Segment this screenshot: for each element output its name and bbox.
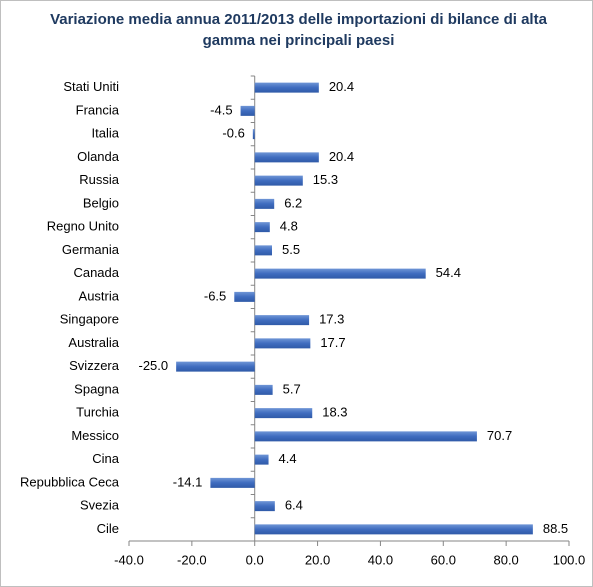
y-tick-label: Canada bbox=[73, 265, 119, 280]
data-label: 15.3 bbox=[313, 172, 338, 187]
data-label: -0.6 bbox=[222, 126, 244, 141]
y-tick-label: Singapore bbox=[60, 312, 119, 327]
bar bbox=[254, 198, 275, 209]
bar bbox=[254, 152, 319, 163]
data-label: 5.5 bbox=[282, 242, 300, 257]
bar bbox=[254, 245, 272, 256]
chart-title: Variazione media annua 2011/2013 delle i… bbox=[50, 11, 547, 49]
y-tick-label: Francia bbox=[76, 102, 120, 117]
data-label: -4.5 bbox=[210, 102, 232, 117]
bar bbox=[254, 431, 477, 442]
bar bbox=[254, 501, 275, 512]
data-label: 17.7 bbox=[320, 335, 345, 350]
data-label: 88.5 bbox=[543, 521, 568, 536]
y-tick-label: Germania bbox=[62, 242, 120, 257]
data-label: 4.8 bbox=[280, 219, 298, 234]
data-label: 20.4 bbox=[329, 149, 354, 164]
data-label: -14.1 bbox=[173, 474, 203, 489]
data-label: 6.4 bbox=[285, 498, 303, 513]
bar bbox=[254, 315, 310, 326]
y-tick-label: Australia bbox=[68, 335, 119, 350]
bar bbox=[254, 454, 269, 465]
x-tick-label: 40.0 bbox=[368, 552, 393, 567]
x-tick-label: -40.0 bbox=[114, 552, 144, 567]
data-label: -6.5 bbox=[204, 288, 226, 303]
y-tick-label: Olanda bbox=[77, 149, 120, 164]
data-label: 18.3 bbox=[322, 405, 347, 420]
y-tick-label: Regno Unito bbox=[47, 219, 119, 234]
bar bbox=[176, 361, 255, 372]
data-label: 70.7 bbox=[487, 428, 512, 443]
x-tick-label: 80.0 bbox=[493, 552, 518, 567]
bar bbox=[252, 129, 255, 140]
y-tick-label: Messico bbox=[71, 428, 119, 443]
x-tick-label: 60.0 bbox=[431, 552, 456, 567]
x-tick-label: 100.0 bbox=[553, 552, 586, 567]
y-tick-label: Svizzera bbox=[69, 358, 120, 373]
bar bbox=[254, 268, 426, 279]
bar bbox=[254, 408, 313, 419]
y-tick-label: Turchia bbox=[76, 405, 120, 420]
y-tick-label: Russia bbox=[79, 172, 120, 187]
bar bbox=[234, 291, 255, 302]
y-tick-label: Austria bbox=[79, 288, 120, 303]
bar bbox=[254, 338, 311, 349]
y-tick-label: Cile bbox=[97, 521, 119, 536]
data-label: 54.4 bbox=[436, 265, 461, 280]
data-label: 17.3 bbox=[319, 312, 344, 327]
data-label: 5.7 bbox=[283, 381, 301, 396]
y-tick-label: Cina bbox=[92, 451, 120, 466]
data-label: 20.4 bbox=[329, 79, 354, 94]
bar bbox=[240, 105, 255, 116]
bar bbox=[254, 82, 319, 93]
x-tick-label: 20.0 bbox=[305, 552, 330, 567]
y-tick-label: Belgio bbox=[83, 195, 119, 210]
y-tick-label: Svezia bbox=[80, 498, 120, 513]
y-tick-label: Repubblica Ceca bbox=[20, 474, 120, 489]
bar bbox=[254, 524, 533, 535]
x-tick-label: -20.0 bbox=[177, 552, 207, 567]
y-tick-label: Spagna bbox=[74, 381, 120, 396]
y-tick-label: Italia bbox=[92, 126, 120, 141]
y-tick-label: Stati Uniti bbox=[63, 79, 119, 94]
bar bbox=[254, 384, 273, 395]
data-label: 6.2 bbox=[284, 195, 302, 210]
bar bbox=[210, 477, 255, 488]
data-label: -25.0 bbox=[139, 358, 169, 373]
bar bbox=[254, 222, 270, 233]
data-label: 4.4 bbox=[279, 451, 297, 466]
bar bbox=[254, 175, 303, 186]
x-tick-label: 0.0 bbox=[246, 552, 264, 567]
